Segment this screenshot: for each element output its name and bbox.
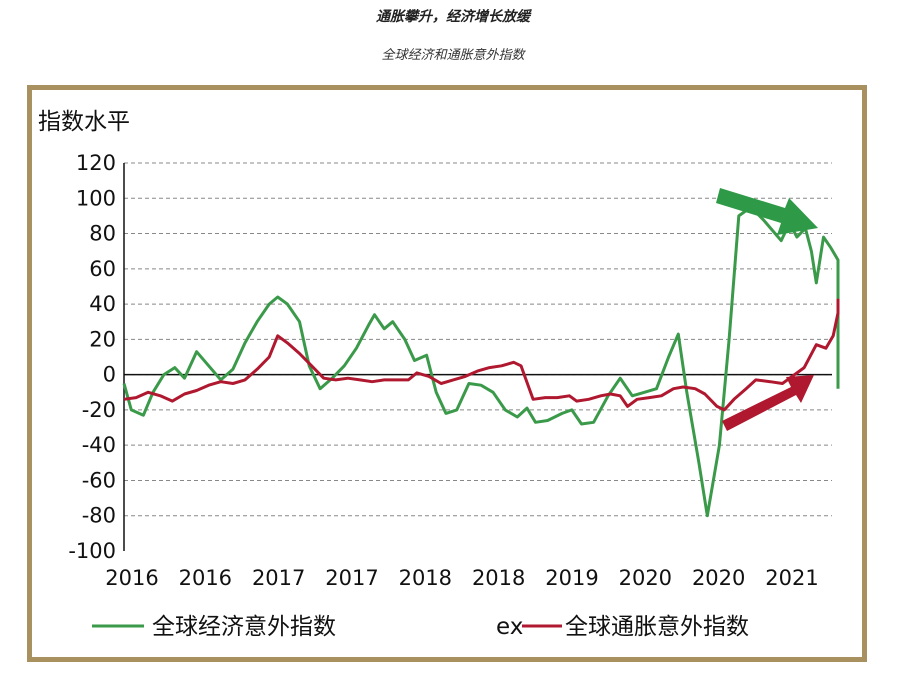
series-line-economy bbox=[122, 205, 840, 518]
y-tick-label: 20 bbox=[89, 327, 116, 351]
series-line-inflation bbox=[123, 298, 840, 412]
y-tick-label: 0 bbox=[103, 363, 116, 387]
legend-artifact-text: ex bbox=[496, 614, 523, 640]
x-tick-label: 2018 bbox=[399, 566, 452, 590]
y-axis-label: 指数水平 bbox=[38, 109, 130, 135]
x-tick-label: 2017 bbox=[325, 566, 378, 590]
x-tick-label: 2020 bbox=[692, 566, 745, 590]
axis-ticks: 120 100 80 60 40 20 0 -20 -40 -60 -80 -100 2016 2016 2… bbox=[68, 151, 818, 590]
trend-arrows bbox=[716, 188, 818, 431]
legend: 全球经济意外指数 ex 全球通胀意外指数 bbox=[92, 614, 749, 640]
x-tick-label: 2016 bbox=[179, 566, 232, 590]
x-tick-label: 2020 bbox=[619, 566, 672, 590]
legend-label-economy: 全球经济意外指数 bbox=[152, 614, 336, 640]
chart-frame: 120 100 80 60 40 20 0 -20 -40 -60 -80 -100 2016 2016 2… bbox=[27, 85, 867, 662]
legend-label-inflation: 全球通胀意外指数 bbox=[565, 614, 749, 640]
x-tick-label: 2018 bbox=[472, 566, 525, 590]
y-tick-label: -60 bbox=[82, 468, 116, 492]
x-tick-label: 2021 bbox=[765, 566, 818, 590]
x-tick-label: 2016 bbox=[105, 566, 158, 590]
y-tick-label: -80 bbox=[82, 504, 116, 528]
x-tick-label: 2019 bbox=[545, 566, 598, 590]
line-chart: 120 100 80 60 40 20 0 -20 -40 -60 -80 -100 2016 2016 2… bbox=[38, 109, 840, 640]
y-tick-label: -100 bbox=[68, 539, 116, 563]
y-tick-label: -40 bbox=[82, 433, 116, 457]
gridlines bbox=[123, 162, 832, 551]
y-tick-label: 80 bbox=[89, 222, 116, 246]
page-subtitle: 全球经济和通胀意外指数 bbox=[381, 48, 525, 63]
x-tick-label: 2017 bbox=[252, 566, 305, 590]
y-tick-label: 120 bbox=[76, 151, 116, 175]
y-tick-label: -20 bbox=[82, 398, 116, 422]
green-trend-arrow bbox=[716, 188, 818, 235]
page-title: 通胀攀升，经济增长放缓 bbox=[376, 9, 530, 25]
y-tick-label: 40 bbox=[89, 292, 116, 316]
red-trend-arrow bbox=[722, 375, 814, 431]
series-lines bbox=[122, 205, 840, 518]
y-tick-label: 60 bbox=[89, 257, 116, 281]
y-tick-label: 100 bbox=[76, 186, 116, 210]
